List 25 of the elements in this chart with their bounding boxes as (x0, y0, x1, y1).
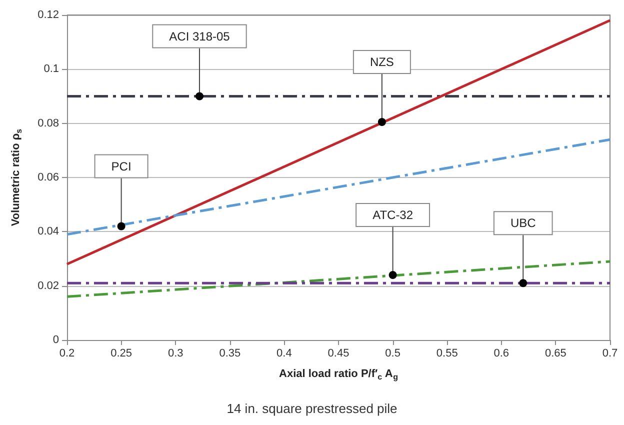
text: 14 in. square prestressed pile (226, 401, 398, 416)
y-tick-label: 0.08 (38, 117, 59, 130)
annotation: ACI 318-05 (169, 29, 230, 44)
y-tick-label: 0.12 (38, 9, 59, 21)
x-tick-label: 0.35 (219, 348, 241, 360)
x-tick-label: 0.65 (544, 348, 566, 360)
annotation: NZS (370, 54, 394, 69)
x-tick-label: 0.6 (494, 348, 510, 360)
annotation: ATC-32 (372, 208, 414, 222)
y-axis-title: Volumetric ratio ρs (10, 128, 24, 226)
y-tick-label: 0.02 (38, 280, 59, 292)
x-tick-label: 0.3 (168, 348, 184, 360)
y-tick-label: 0.1 (44, 63, 59, 76)
x-tick-label: 0.7 (602, 348, 618, 360)
x-tick-label: 0.2 (59, 348, 75, 360)
x-tick-label: 0.45 (328, 348, 350, 360)
y-tick-label: 0.04 (38, 226, 59, 238)
x-tick-label: 0.25 (110, 348, 132, 360)
annotation: UBC (510, 216, 536, 230)
x-tick-label: 0.5 (385, 348, 400, 360)
annotation: PCI (111, 159, 132, 174)
y-tick-label: 0 (52, 334, 59, 346)
y-tick-label: 0.06 (38, 172, 59, 184)
x-tick-label: 0.4 (276, 348, 292, 360)
x-tick-label: 0.55 (436, 348, 458, 360)
